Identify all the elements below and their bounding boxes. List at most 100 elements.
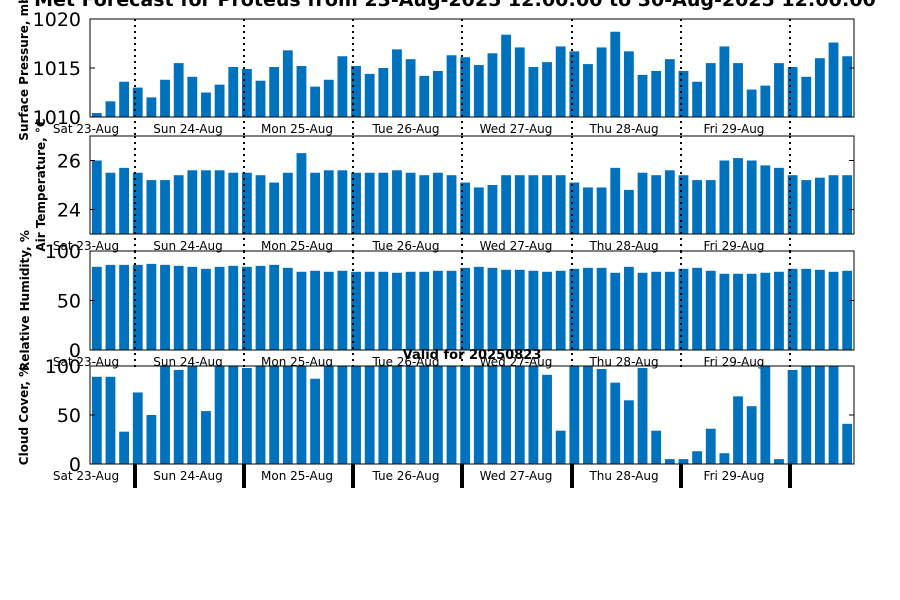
cloud-bar — [310, 378, 321, 464]
humidity-bar — [746, 273, 757, 350]
humidity-bar — [569, 268, 580, 350]
humidity-bar — [310, 270, 321, 350]
pressure-bar — [282, 50, 293, 117]
cloud-bar — [705, 428, 716, 464]
pressure-bar — [364, 73, 375, 117]
cloud-bar — [542, 374, 552, 464]
cloud-bar — [828, 366, 839, 464]
temperature-bar — [201, 170, 211, 234]
humidity-bar — [692, 267, 703, 350]
humidity-bar — [801, 268, 812, 350]
pressure-bar — [623, 51, 634, 118]
temperature-bar — [610, 167, 621, 234]
temperature-bar — [664, 170, 675, 234]
humidity-bar — [460, 267, 471, 350]
x-day-label: Sun 24-Aug — [153, 239, 222, 253]
cloud-bar — [323, 366, 334, 464]
cloud-bar — [460, 366, 471, 464]
pressure-bar — [583, 64, 593, 117]
pressure-bar — [405, 59, 416, 117]
pressure-bar — [460, 57, 471, 117]
humidity-bar — [814, 269, 825, 350]
cloud-bar — [432, 366, 443, 464]
chart-panels: 1010 1015 1020 Sat 23-Aug Sun 24-Aug Mon 25-A… — [17, 0, 855, 488]
humidity-bar — [514, 269, 525, 350]
temperature-bar — [733, 158, 743, 234]
temperature-bar — [842, 175, 853, 234]
pressure-bar — [269, 67, 280, 117]
temperature-bar — [337, 170, 348, 234]
temperature-bar — [187, 170, 198, 234]
temperature-axes — [89, 135, 855, 235]
humidity-bar — [405, 271, 416, 350]
pressure-bar — [801, 76, 812, 117]
humidity-bar — [378, 271, 389, 350]
x-day-label: Tue 26-Aug — [371, 469, 439, 483]
x-day-label: Thu 28-Aug — [588, 355, 658, 369]
temperature-bar — [828, 175, 839, 234]
cloud-bar — [173, 369, 184, 464]
pressure-bar — [692, 81, 703, 117]
humidity-bar — [269, 264, 280, 350]
temperature-bar — [255, 175, 266, 234]
humidity-bar — [678, 268, 689, 350]
pressure-bar — [596, 47, 607, 117]
humidity-bar — [719, 273, 730, 350]
humidity-bar — [787, 268, 798, 350]
cloud-bar — [351, 366, 361, 464]
pressure-bar — [787, 67, 798, 117]
temperature-bar — [692, 180, 703, 234]
humidity-bar — [610, 272, 621, 350]
cloud-bar — [214, 366, 225, 464]
x-day-label: Thu 28-Aug — [588, 122, 658, 136]
temperature-bar — [651, 175, 662, 234]
x-day-label: Sat 23-Aug — [53, 469, 119, 483]
humidity-bar — [228, 265, 239, 350]
temperature-bar — [323, 170, 334, 234]
temperature-bar — [432, 172, 443, 234]
temperature-bar — [501, 175, 512, 234]
temperature-bar — [282, 172, 293, 234]
cloud-bar — [719, 453, 730, 464]
pressure-bar — [432, 70, 443, 117]
temperature-bar — [214, 170, 225, 234]
pressure-bar — [473, 65, 484, 117]
x-day-label: Fri 29-Aug — [704, 469, 765, 483]
humidity-bar — [774, 271, 784, 350]
humidity-bar — [555, 270, 566, 350]
humidity-ylabel: Relative Humidity, % — [18, 230, 32, 371]
temperature-bar — [473, 187, 484, 234]
humidity-bar — [351, 271, 361, 350]
humidity-bar — [173, 265, 184, 350]
y-tick-label: 0 — [69, 340, 81, 362]
pressure-bar — [528, 67, 539, 117]
y-tick-label: 100 — [45, 241, 81, 263]
humidity-bar — [828, 271, 839, 350]
y-tick-label: 1020 — [33, 9, 81, 31]
x-day-label: Wed 27-Aug — [480, 469, 553, 483]
pressure-bar — [719, 46, 730, 117]
cloud-bar — [201, 411, 211, 464]
pressure-bar — [351, 66, 361, 117]
cloud-bar — [637, 367, 648, 464]
humidity-bar — [583, 267, 593, 350]
temperature-bar — [814, 177, 825, 234]
x-day-label: Fri 29-Aug — [704, 122, 765, 136]
pressure-bar — [555, 46, 566, 117]
x-day-label: Fri 29-Aug — [704, 355, 765, 369]
humidity-bar — [664, 271, 675, 350]
cloud-bar — [501, 366, 512, 464]
temperature-bar — [787, 175, 798, 234]
x-day-label: Tue 26-Aug — [371, 239, 439, 253]
x-day-label: Wed 27-Aug — [480, 122, 553, 136]
cloud-panel: 0 50 100 Sat 23-Aug Sun 24-Aug Mon 25-Aug Tue … — [17, 348, 855, 488]
x-day-label: Thu 28-Aug — [588, 239, 658, 253]
pressure-bar — [814, 58, 825, 117]
humidity-bar — [487, 267, 498, 350]
pressure-bar — [705, 63, 716, 117]
humidity-bar — [132, 264, 143, 350]
pressure-bar — [241, 68, 252, 117]
temperature-bar — [269, 182, 280, 234]
humidity-bar — [432, 270, 443, 350]
